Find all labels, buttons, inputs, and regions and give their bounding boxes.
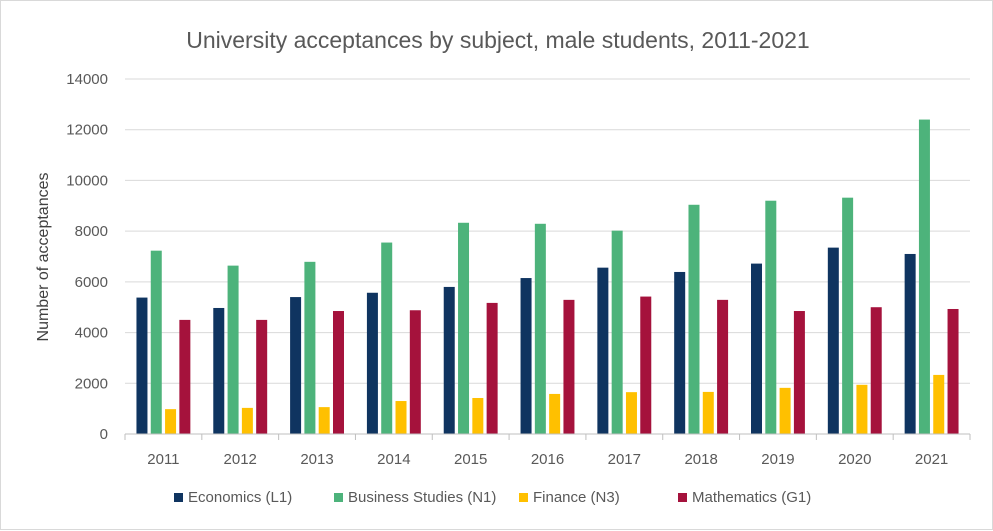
bar [625, 392, 637, 434]
bar [150, 250, 162, 434]
y-tick-label: 2000 [75, 375, 108, 392]
bar [443, 286, 455, 434]
legend-swatch [174, 493, 183, 502]
bar [534, 223, 546, 434]
x-axis: 2011 2012 2013 2014 2015 2016 2017 2018 2019 2020… [124, 433, 971, 468]
bar [366, 292, 378, 434]
legend-swatch [519, 493, 528, 502]
legend-label: Business Studies (N1) [348, 489, 496, 506]
bar [213, 307, 225, 434]
bar [793, 311, 805, 434]
bar [549, 393, 561, 434]
x-tick-label: 2011 [147, 451, 179, 468]
bar [933, 374, 945, 434]
legend-label: Economics (L1) [188, 489, 292, 506]
y-tick-label: 4000 [75, 325, 108, 342]
legend: Economics (L1) Business Studies (N1) Finan… [174, 489, 811, 506]
bar [227, 265, 239, 434]
bar [947, 308, 959, 434]
bar [842, 197, 854, 434]
bar [486, 302, 498, 434]
bar [827, 247, 839, 434]
bars [136, 119, 959, 435]
legend-swatch [334, 493, 343, 502]
y-tick-label: 8000 [75, 223, 108, 240]
bar [904, 253, 916, 434]
x-tick-label: 2018 [684, 451, 717, 468]
x-tick-label: 2020 [838, 451, 871, 468]
bar [241, 407, 253, 434]
bar [472, 397, 484, 434]
bar [381, 242, 393, 434]
bar [136, 297, 148, 434]
y-tick-labels: 0 2000 4000 6000 8000 10000 12000 14000 [66, 71, 108, 443]
bar [179, 319, 191, 434]
bar [779, 387, 791, 434]
x-tick-label: 2019 [761, 451, 794, 468]
bar [751, 263, 763, 434]
bar [702, 391, 714, 434]
bar [332, 311, 344, 434]
x-tick-label: 2021 [915, 451, 948, 468]
y-axis-label: Number of acceptances [35, 173, 52, 342]
y-tick-label: 10000 [66, 172, 108, 189]
bar [856, 384, 868, 434]
legend-label: Mathematics (G1) [692, 489, 811, 506]
chart-title: University acceptances by subject, male … [186, 27, 809, 53]
bar [765, 200, 777, 434]
bar [409, 310, 421, 434]
y-tick-label: 6000 [75, 274, 108, 291]
bar [256, 319, 268, 434]
bar [640, 296, 652, 434]
bar [318, 407, 330, 434]
y-tick-label: 0 [100, 426, 108, 443]
bar [611, 230, 623, 434]
y-tick-label: 14000 [66, 71, 108, 88]
bar [165, 409, 177, 434]
bar [918, 119, 930, 435]
legend-swatch [678, 493, 687, 502]
bar [688, 204, 700, 434]
x-tick-label: 2017 [608, 451, 641, 468]
x-tick-label: 2013 [300, 451, 333, 468]
bar [520, 278, 532, 434]
bar [290, 297, 302, 434]
bar [597, 267, 609, 434]
y-tick-label: 12000 [66, 122, 108, 139]
bar [717, 299, 729, 434]
bar [458, 222, 470, 434]
x-tick-label: 2015 [454, 451, 487, 468]
legend-label: Finance (N3) [533, 489, 620, 506]
x-tick-label: 2014 [377, 451, 410, 468]
bar [304, 261, 316, 434]
bar [563, 299, 575, 434]
x-tick-label: 2012 [224, 451, 257, 468]
bar [395, 401, 407, 434]
x-tick-label: 2016 [531, 451, 564, 468]
bar [674, 271, 686, 434]
bar [870, 307, 882, 434]
